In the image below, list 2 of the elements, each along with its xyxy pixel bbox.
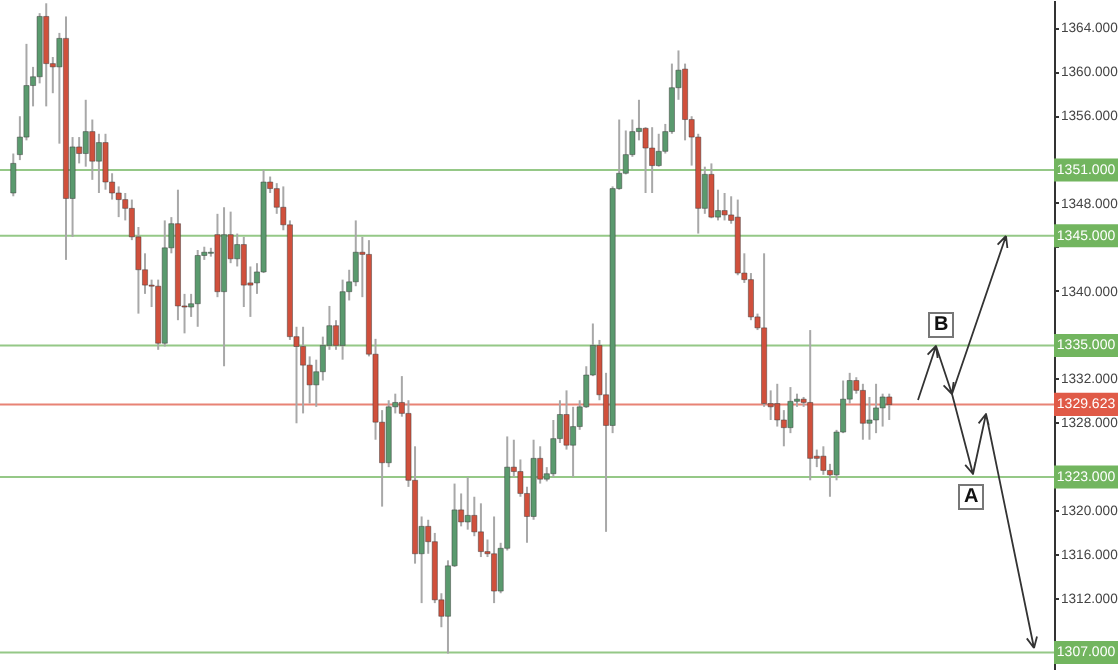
annotation: A: [958, 484, 985, 510]
annotation: B: [928, 312, 955, 338]
